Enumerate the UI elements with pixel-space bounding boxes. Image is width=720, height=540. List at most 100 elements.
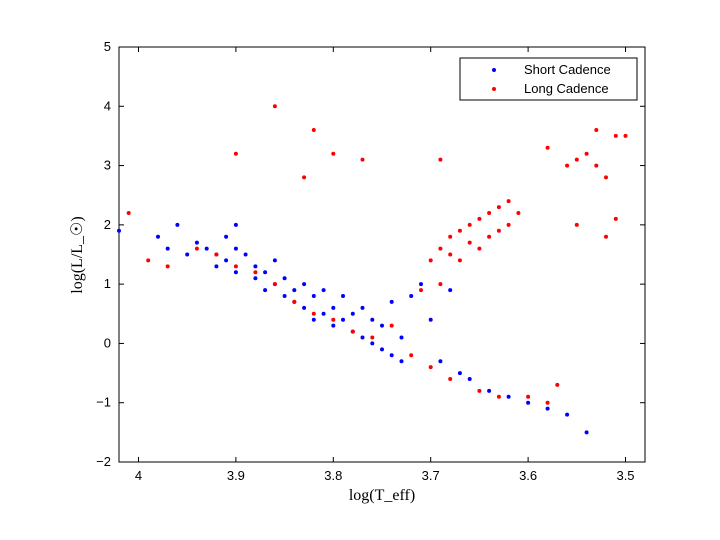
y-axis-label: log(L/L_☉) [69, 216, 86, 293]
y-tick-label: −2 [96, 454, 111, 469]
data-points [117, 104, 628, 435]
y-tick-label: −1 [96, 395, 111, 410]
data-point [350, 329, 355, 334]
x-tick-label: 4 [135, 468, 142, 483]
data-point [253, 276, 258, 281]
data-point [263, 288, 268, 293]
data-point [399, 359, 404, 364]
data-point [448, 252, 453, 257]
data-point [194, 240, 199, 245]
data-point [243, 252, 248, 257]
y-tick-label: 2 [104, 217, 111, 232]
x-axis-label: log(T_eff) [349, 487, 415, 504]
data-point [272, 282, 277, 287]
data-point [341, 317, 345, 322]
data-point [204, 246, 209, 251]
data-point [331, 317, 336, 322]
x-tick-label: 3.6 [519, 468, 537, 483]
data-point [526, 394, 531, 399]
data-point [126, 211, 131, 215]
y-tick-label: 5 [104, 39, 111, 54]
data-point [477, 246, 482, 251]
data-point [292, 299, 297, 304]
x-tick-label: 3.9 [227, 468, 245, 483]
legend-label-long-cadence: Long Cadence [524, 81, 609, 96]
data-point [477, 388, 482, 393]
data-point [233, 222, 238, 227]
data-point [545, 406, 550, 411]
data-point [311, 128, 316, 132]
data-point [233, 264, 238, 269]
data-point [457, 258, 462, 263]
x-tick-label: 3.5 [616, 468, 634, 483]
data-point [292, 288, 297, 293]
data-point [194, 246, 199, 251]
data-point [574, 157, 579, 162]
data-point [496, 205, 501, 210]
data-point [311, 317, 316, 322]
data-point [448, 234, 453, 239]
y-tick-label: 3 [104, 158, 111, 173]
data-point [331, 323, 336, 328]
data-point [380, 347, 384, 352]
data-point [428, 317, 433, 322]
data-point [156, 234, 160, 239]
data-point [457, 228, 462, 233]
data-point [545, 400, 550, 405]
data-point [545, 145, 550, 150]
data-point [565, 163, 570, 168]
data-point [253, 270, 258, 275]
data-point [496, 394, 501, 399]
legend-marker-short-cadence [492, 68, 496, 72]
data-point [409, 353, 414, 358]
data-point [175, 222, 180, 227]
data-point [272, 104, 277, 109]
data-point [214, 264, 219, 269]
y-tick-label: 1 [104, 276, 111, 291]
data-point [487, 211, 492, 215]
data-point [311, 311, 316, 316]
data-point [350, 311, 355, 316]
data-point [146, 258, 151, 263]
data-point [594, 128, 599, 132]
data-point [321, 311, 326, 316]
data-point [623, 133, 628, 138]
data-point [360, 335, 365, 340]
data-point [302, 175, 307, 180]
data-point [233, 270, 238, 275]
data-point [604, 234, 608, 239]
data-point [604, 175, 608, 180]
data-point [360, 305, 365, 310]
legend-label-short-cadence: Short Cadence [524, 62, 611, 77]
data-point [370, 341, 375, 346]
plot-area [118, 46, 646, 463]
data-point [331, 151, 336, 156]
data-point [224, 234, 229, 239]
data-point [613, 216, 618, 221]
data-point [321, 288, 326, 293]
data-point [428, 365, 433, 370]
data-point [487, 234, 492, 239]
legend-box [459, 57, 638, 101]
data-point [165, 246, 170, 251]
data-point [331, 305, 336, 310]
x-tick-label: 3.7 [422, 468, 440, 483]
data-point [341, 294, 345, 298]
data-point [477, 216, 482, 221]
data-point [467, 377, 472, 381]
data-point [467, 222, 472, 227]
data-point [428, 258, 433, 263]
data-point [185, 252, 190, 257]
series-long-cadence [126, 104, 628, 405]
data-point [233, 246, 238, 251]
data-point [487, 388, 492, 393]
data-point [302, 282, 307, 287]
data-point [389, 323, 394, 328]
data-point [467, 240, 472, 245]
data-point [311, 294, 316, 298]
data-point [409, 294, 414, 298]
data-point [516, 211, 521, 215]
data-point [389, 353, 394, 358]
data-point [165, 264, 170, 269]
legend-marker-long-cadence [492, 87, 496, 91]
